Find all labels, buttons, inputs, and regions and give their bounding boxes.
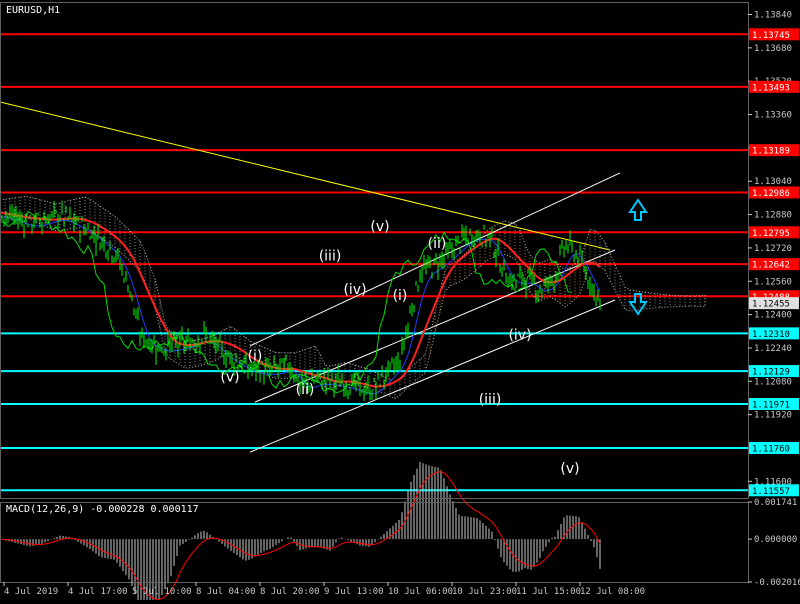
time-tick-label: 5 Jul 10:00 <box>132 587 192 597</box>
wave-label: (ii) <box>428 236 447 252</box>
price-tick-label: 1.13680 <box>754 44 792 54</box>
wave-label: (ii) <box>296 382 315 398</box>
time-tick-label: 4 Jul 17:00 <box>68 587 128 597</box>
wave-label: (v) <box>370 219 389 235</box>
price-tick-label: 1.12720 <box>754 244 792 254</box>
level-price-label: 1.13745 <box>752 31 790 41</box>
level-price-label: 1.12795 <box>752 229 790 239</box>
wave-label: (v) <box>560 461 579 477</box>
time-tick-label: 10 Jul 06:00 <box>388 587 453 597</box>
price-tick-label: 1.12080 <box>754 377 792 387</box>
level-price-label: 1.11971 <box>752 401 790 411</box>
time-tick-label: 9 Jul 13:00 <box>324 587 384 597</box>
level-price-label: 1.13493 <box>752 83 790 93</box>
wave-label: (iv) <box>343 282 366 298</box>
price-tick-label: 1.12880 <box>754 211 792 221</box>
wave-label: (v) <box>220 369 239 385</box>
time-tick-label: 10 Jul 23:00 <box>452 587 517 597</box>
macd-tick-label: 0.001741 <box>754 498 797 508</box>
price-tick-label: 1.13040 <box>754 177 792 187</box>
level-price-label: 1.12986 <box>752 189 790 199</box>
time-tick-label: 12 Jul 08:00 <box>580 587 645 597</box>
price-tick-label: 1.12560 <box>754 277 792 287</box>
price-tick-label: 1.13360 <box>754 111 792 121</box>
macd-indicator-label: MACD(12,26,9) -0.000228 0.000117 <box>6 504 199 515</box>
level-price-label: 1.12642 <box>752 261 790 271</box>
macd-tick-label: 0.000000 <box>754 535 797 545</box>
wave-label: (i) <box>393 288 408 304</box>
wave-label: (iii) <box>319 248 342 264</box>
time-tick-label: 11 Jul 15:00 <box>516 587 581 597</box>
price-tick-label: 1.13840 <box>754 11 792 21</box>
price-tick-label: 1.11920 <box>754 411 792 421</box>
price-tick-label: 1.12400 <box>754 311 792 321</box>
wave-label: (iv) <box>508 328 531 344</box>
level-price-label: 1.13189 <box>752 147 790 157</box>
macd-tick-label: -0.002016 <box>754 578 800 588</box>
wave-label: (i) <box>248 348 263 364</box>
level-price-label: 1.11557 <box>752 487 790 497</box>
current-price-label: 1.12455 <box>752 300 790 310</box>
time-tick-label: 8 Jul 20:00 <box>260 587 320 597</box>
price-tick-label: 1.12240 <box>754 344 792 354</box>
symbol-label: EURUSD,H1 <box>6 5 60 16</box>
wave-label: (iii) <box>479 392 502 408</box>
level-price-label: 1.12310 <box>752 330 790 340</box>
time-tick-label: 4 Jul 2019 <box>4 587 58 597</box>
time-tick-label: 8 Jul 04:00 <box>196 587 256 597</box>
level-price-label: 1.12129 <box>752 368 790 378</box>
level-price-label: 1.11760 <box>752 444 790 454</box>
